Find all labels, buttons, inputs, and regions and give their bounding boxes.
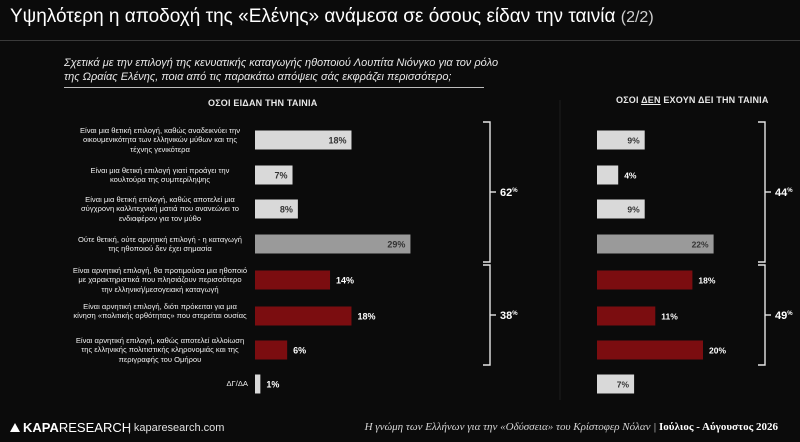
bar-s0-c1 — [255, 165, 293, 185]
data-label-s0-c0: 18% — [328, 136, 346, 146]
header-right-before: ΟΣΟΙ — [616, 95, 642, 105]
bar-s0-c3 — [255, 234, 411, 254]
bar-s0-c0 — [255, 130, 352, 150]
source-date: Ιούλιος - Αύγουστος 2026 — [659, 421, 778, 433]
website-link[interactable]: | kaparesearch.com — [128, 422, 225, 434]
data-label-s1-c2: 9% — [627, 205, 640, 215]
data-label-s0-c4: 14% — [336, 276, 354, 286]
header-right-after: ΕΧΟΥΝ ΔΕΙ ΤΗΝ ΤΑΙΝΙΑ — [660, 95, 769, 105]
data-label-s0-c1: 7% — [275, 171, 288, 181]
bar-s1-c2 — [597, 199, 645, 219]
data-label-s0-c3: 29% — [387, 240, 405, 250]
category-label-5: Είναι αρνητική επιλογή, διότι πρόκειται … — [73, 301, 247, 321]
category-label-4: Είναι αρνητική επιλογή, θα προτιμούσα μι… — [72, 265, 248, 294]
total-label-s1-positive: 44% — [775, 187, 793, 199]
question-divider — [64, 87, 484, 88]
data-label-s1-c3: 22% — [692, 240, 709, 250]
bar-s1-c6 — [597, 340, 703, 360]
bar-s1-c7 — [597, 374, 635, 394]
category-label-1: Είναι μια θετική επιλογή γιατί προάγει τ… — [90, 165, 230, 185]
bracket-s0-positive — [483, 121, 491, 263]
brand-logo: KAPARESEARCH — [10, 420, 131, 435]
bar-s0-c5 — [255, 306, 352, 326]
bar-s1-c0 — [597, 130, 645, 150]
page-title: Υψηλότερη η αποδοχή της «Ελένης» ανάμεσα… — [10, 6, 654, 28]
total-unit-s0-negative: % — [512, 311, 518, 317]
data-label-s1-c7: 7% — [617, 380, 630, 390]
data-label-s1-c5: 11% — [661, 312, 678, 322]
source-text: Η γνώμη των Ελλήνων για την «Οδύσσεια» τ… — [364, 421, 651, 433]
total-label-s1-negative: 49% — [775, 310, 793, 322]
logo-bold: KAPA — [23, 420, 59, 435]
data-label-s0-c2: 8% — [280, 205, 293, 215]
bar-s0-c2 — [255, 199, 298, 219]
category-label-7: ΔΓ/ΔΑ — [226, 379, 248, 389]
group-header-not-watched: ΟΣΟΙ ΔΕΝ ΕΧΟΥΝ ΔΕΙ ΤΗΝ ΤΑΙΝΙΑ — [616, 95, 769, 105]
bracket-s0-negative — [483, 264, 491, 366]
bar-s0-c4 — [255, 270, 331, 290]
bar-s0-c6 — [255, 340, 288, 360]
bar-s1-c5 — [597, 306, 656, 326]
title-divider — [0, 40, 800, 41]
data-label-s1-c4: 18% — [698, 276, 715, 286]
logo-light: RESEARCH — [58, 420, 132, 435]
title-text: Υψηλότερη η αποδοχή της «Ελένης» ανάμεσα… — [10, 6, 616, 27]
website-text: kaparesearch.com — [133, 422, 225, 434]
category-label-3: Ούτε θετική, ούτε αρνητική επιλογή - η κ… — [78, 234, 242, 254]
total-unit-s1-negative: % — [787, 311, 793, 317]
category-label-2: Είναι μια θετική επιλογή, καθώς αποτελεί… — [80, 194, 239, 223]
category-label-0: Είναι μια θετική επιλογή, καθώς αναδεικν… — [79, 125, 241, 154]
question-text: Σχετικά με την επιλογή της κενυατικής κα… — [64, 57, 499, 83]
bar-s1-c1 — [597, 165, 619, 185]
data-label-s0-c7: 1% — [266, 380, 279, 390]
data-label-s0-c6: 6% — [293, 346, 306, 356]
bar-s1-c4 — [597, 270, 693, 290]
bar-s1-c3 — [597, 234, 714, 254]
data-label-s0-c5: 18% — [357, 312, 375, 322]
total-unit-s1-positive: % — [787, 188, 793, 194]
bar-s0-c7 — [255, 374, 261, 394]
bracket-s1-positive — [758, 121, 766, 263]
data-label-s1-c6: 20% — [709, 346, 726, 356]
data-label-s1-c0: 9% — [627, 136, 640, 146]
data-label-s1-c1: 4% — [624, 171, 637, 181]
category-label-6: Είναι αρνητική επιλογή, καθώς αποτελεί α… — [75, 335, 245, 364]
header-right-underlined: ΔΕΝ — [641, 95, 661, 105]
source-note: Η γνώμη των Ελλήνων για την «Οδύσσεια» τ… — [364, 421, 778, 433]
bracket-s1-negative — [758, 264, 766, 366]
title-suffix: (2/2) — [620, 9, 654, 26]
total-label-s0-negative: 38% — [500, 310, 518, 322]
logo-triangle-icon — [10, 423, 20, 432]
group-header-watched: ΟΣΟΙ ΕΙΔΑΝ ΤΗΝ ΤΑΙΝΙΑ — [208, 98, 318, 108]
total-unit-s0-positive: % — [512, 188, 518, 194]
total-label-s0-positive: 62% — [500, 187, 518, 199]
